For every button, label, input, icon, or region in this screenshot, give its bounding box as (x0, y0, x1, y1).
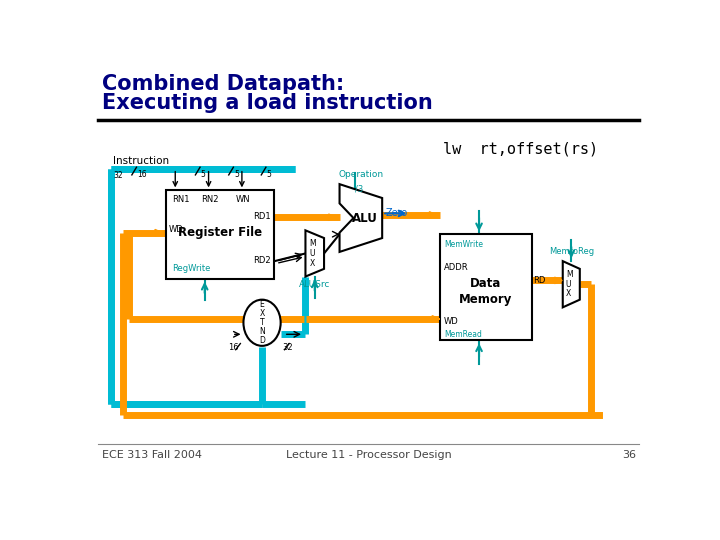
Text: MemRead: MemRead (444, 330, 482, 340)
Text: Lecture 11 - Processor Design: Lecture 11 - Processor Design (286, 450, 452, 460)
Text: lw  rt,offset(rs): lw rt,offset(rs) (443, 142, 598, 157)
Text: RD1: RD1 (253, 212, 271, 221)
Text: RD2: RD2 (253, 256, 271, 265)
Text: 5: 5 (201, 170, 206, 179)
Text: Data
Memory: Data Memory (459, 278, 513, 307)
Text: MemtoReg: MemtoReg (549, 247, 594, 256)
Text: Instruction: Instruction (113, 156, 169, 166)
Text: Combined Datapath:: Combined Datapath: (102, 74, 344, 94)
Text: WN: WN (235, 195, 251, 204)
Text: ADDR: ADDR (444, 264, 469, 273)
Text: 5: 5 (266, 170, 271, 179)
Text: ALU: ALU (352, 212, 378, 225)
Text: E
X
T
N
D: E X T N D (259, 300, 265, 345)
Text: 32: 32 (282, 343, 293, 352)
Text: RD: RD (534, 276, 546, 285)
Text: 16: 16 (228, 343, 238, 352)
Text: RN1: RN1 (172, 195, 189, 204)
Text: 5: 5 (234, 170, 239, 179)
Text: M
U
X: M U X (566, 270, 572, 299)
Polygon shape (305, 231, 324, 276)
Text: ECE 313 Fall 2004: ECE 313 Fall 2004 (102, 450, 202, 460)
Text: WD: WD (444, 318, 459, 326)
Polygon shape (340, 184, 382, 252)
Text: RegWrite: RegWrite (172, 264, 210, 273)
Text: 36: 36 (622, 450, 636, 460)
Ellipse shape (243, 300, 281, 346)
Text: 16: 16 (138, 170, 147, 179)
Polygon shape (563, 261, 580, 307)
Text: Register File: Register File (178, 226, 262, 239)
Text: 32: 32 (113, 171, 123, 180)
Text: Zero: Zero (385, 208, 408, 218)
Text: ALUSrc: ALUSrc (299, 280, 330, 289)
Text: Operation: Operation (338, 170, 384, 179)
Text: WD: WD (169, 225, 184, 234)
Bar (441, 234, 532, 340)
Text: MemWrite: MemWrite (444, 240, 483, 249)
Text: Executing a load instruction: Executing a load instruction (102, 93, 433, 113)
Bar (166, 190, 274, 279)
Text: RN2: RN2 (202, 195, 219, 204)
Text: M
U
X: M U X (310, 239, 316, 268)
Text: /3: /3 (355, 184, 364, 193)
